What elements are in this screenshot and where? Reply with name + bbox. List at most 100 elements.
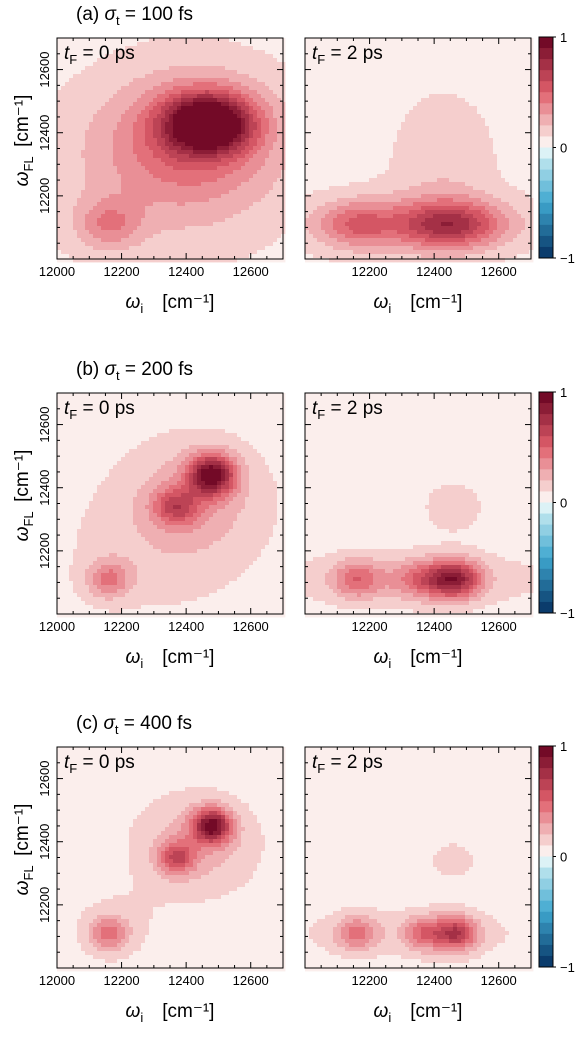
- heatmap-cell: [65, 138, 70, 143]
- heatmap-cell: [353, 134, 358, 139]
- heatmap-cell: [393, 82, 398, 87]
- heatmap-cell: [85, 106, 90, 111]
- heatmap-cell: [189, 74, 194, 79]
- heatmap-cell: [137, 146, 142, 151]
- heatmap-cell: [229, 194, 234, 199]
- heatmap-cell: [133, 98, 138, 103]
- heatmap-cell: [441, 66, 446, 71]
- heatmap-cell: [157, 234, 162, 239]
- heatmap-cell: [389, 42, 394, 47]
- heatmap-cell: [437, 146, 442, 151]
- heatmap-cell: [509, 126, 514, 131]
- heatmap-cell: [197, 94, 202, 99]
- heatmap-cell: [69, 158, 74, 163]
- heatmap-cell: [65, 78, 70, 83]
- heatmap-cell: [133, 102, 138, 107]
- heatmap-cell: [325, 158, 330, 163]
- heatmap-cell: [513, 146, 518, 151]
- heatmap-cell: [329, 90, 334, 95]
- heatmap-cell: [509, 50, 514, 55]
- heatmap-cell: [73, 142, 78, 147]
- heatmap-cell: [209, 142, 214, 147]
- heatmap-cell: [133, 226, 138, 231]
- heatmap-cell: [337, 86, 342, 91]
- heatmap-cell: [345, 146, 350, 151]
- heatmap-cell: [81, 210, 86, 215]
- heatmap-cell: [469, 130, 474, 135]
- heatmap-cell: [269, 190, 274, 195]
- heatmap-cell: [217, 258, 222, 263]
- heatmap-cell: [105, 154, 110, 159]
- heatmap-cell: [69, 218, 74, 223]
- heatmap-cell: [461, 94, 466, 99]
- heatmap-cell: [417, 54, 422, 59]
- heatmap-cell: [69, 114, 74, 119]
- heatmap-cell: [425, 150, 430, 155]
- heatmap-cell: [117, 178, 122, 183]
- heatmap-cell: [61, 218, 66, 223]
- heatmap-cell: [405, 86, 410, 91]
- heatmap-cell: [197, 82, 202, 87]
- heatmap-cell: [141, 146, 146, 151]
- heatmap-cell: [377, 42, 382, 47]
- heatmap-cell: [333, 70, 338, 75]
- heatmap-cell: [521, 38, 526, 43]
- heatmap-cell: [101, 38, 106, 43]
- heatmap-cell: [181, 234, 186, 239]
- heatmap-cell: [201, 78, 206, 83]
- heatmap-cell: [121, 238, 126, 243]
- heatmap-cell: [181, 38, 186, 43]
- heatmap-cell: [81, 118, 86, 123]
- heatmap-cell: [229, 238, 234, 243]
- heatmap-cell: [485, 58, 490, 63]
- heatmap-cell: [161, 202, 166, 207]
- heatmap-cell: [261, 194, 266, 199]
- heatmap-cell: [165, 66, 170, 71]
- heatmap-cell: [241, 214, 246, 219]
- heatmap-cell: [465, 122, 470, 127]
- heatmap-cell: [93, 158, 98, 163]
- heatmap-cell: [241, 122, 246, 127]
- heatmap-cell: [501, 90, 506, 95]
- heatmap-cell: [505, 102, 510, 107]
- heatmap-cell: [265, 226, 270, 231]
- heatmap-cell: [321, 134, 326, 139]
- heatmap-cell: [245, 230, 250, 235]
- heatmap-cell: [141, 150, 146, 155]
- heatmap-cell: [253, 154, 258, 159]
- heatmap-cell: [69, 242, 74, 247]
- heatmap-cell: [109, 190, 114, 195]
- heatmap-cell: [313, 66, 318, 71]
- heatmap-cell: [265, 246, 270, 251]
- heatmap-cell: [401, 90, 406, 95]
- heatmap-cell: [457, 138, 462, 143]
- heatmap-cell: [73, 258, 78, 263]
- x-axis-title: ωi [cm⁻¹]: [126, 292, 215, 316]
- heatmap-cell: [421, 150, 426, 155]
- heatmap-cell: [105, 150, 110, 155]
- heatmap-cell: [237, 82, 242, 87]
- heatmap-cell: [233, 138, 238, 143]
- heatmap-cell: [237, 230, 242, 235]
- heatmap-cell: [513, 126, 518, 131]
- heatmap-cell: [241, 70, 246, 75]
- heatmap-cell: [405, 154, 410, 159]
- heatmap-cell: [261, 206, 266, 211]
- heatmap-cell: [433, 46, 438, 51]
- heatmap-cell: [89, 150, 94, 155]
- heatmap-cell: [329, 154, 334, 159]
- heatmap-cell: [457, 110, 462, 115]
- heatmap-cell: [117, 86, 122, 91]
- heatmap-cell: [501, 114, 506, 119]
- heatmap-cell: [393, 98, 398, 103]
- heatmap-cell: [61, 194, 66, 199]
- heatmap-cell: [245, 98, 250, 103]
- heatmap-cell: [465, 86, 470, 91]
- heatmap-cell: [321, 58, 326, 63]
- heatmap-cell: [85, 94, 90, 99]
- heatmap-cell: [497, 78, 502, 83]
- heatmap-cell: [373, 54, 378, 59]
- heatmap-cell: [485, 122, 490, 127]
- heatmap-cell: [61, 210, 66, 215]
- heatmap-cell: [365, 154, 370, 159]
